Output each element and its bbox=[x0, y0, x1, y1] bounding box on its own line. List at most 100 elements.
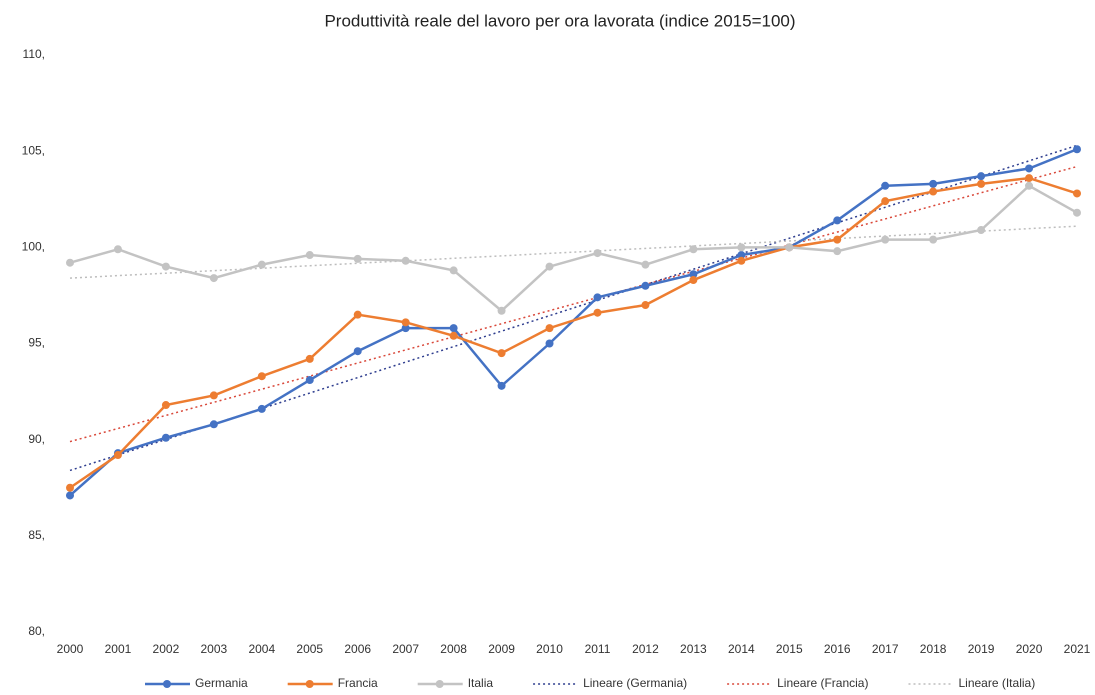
x-tick-label: 2005 bbox=[296, 642, 323, 656]
data-point bbox=[881, 197, 890, 206]
data-point bbox=[689, 276, 698, 285]
data-point bbox=[66, 258, 74, 267]
legend-item: Francia bbox=[287, 676, 378, 690]
chart-title: Produttività reale del lavoro per ora la… bbox=[324, 11, 795, 30]
y-tick-label: 105, bbox=[22, 143, 45, 157]
legend-item: Italia bbox=[417, 676, 493, 690]
data-point bbox=[1073, 145, 1081, 154]
data-point bbox=[593, 293, 602, 302]
data-point bbox=[593, 249, 602, 258]
data-point bbox=[545, 339, 554, 348]
legend-marker bbox=[305, 680, 314, 688]
data-point bbox=[66, 483, 74, 492]
data-point bbox=[449, 324, 458, 333]
data-point bbox=[305, 376, 314, 385]
y-tick-label: 100, bbox=[22, 240, 45, 254]
data-point bbox=[977, 226, 986, 235]
x-tick-label: 2018 bbox=[920, 642, 947, 656]
x-tick-label: 2013 bbox=[680, 642, 707, 656]
data-point bbox=[737, 256, 746, 265]
data-point bbox=[1025, 174, 1034, 183]
data-point bbox=[737, 251, 746, 260]
trendline bbox=[69, 165, 1078, 443]
data-point bbox=[689, 245, 698, 254]
x-tick-label: 2006 bbox=[344, 642, 371, 656]
data-point bbox=[1073, 189, 1081, 198]
data-point bbox=[209, 420, 218, 429]
data-point bbox=[161, 262, 170, 271]
y-tick-label: 85, bbox=[28, 528, 45, 542]
data-point bbox=[305, 251, 314, 260]
data-point bbox=[257, 260, 266, 269]
x-tick-label: 2007 bbox=[392, 642, 419, 656]
data-point bbox=[161, 433, 170, 442]
y-tick-label: 95, bbox=[28, 336, 45, 350]
x-tick-label: 2004 bbox=[248, 642, 275, 656]
x-tick-label: 2002 bbox=[153, 642, 180, 656]
data-point bbox=[113, 245, 122, 254]
legend-label: Lineare (Francia) bbox=[777, 676, 868, 690]
x-tick-label: 2019 bbox=[968, 642, 995, 656]
data-point bbox=[833, 235, 842, 244]
data-point bbox=[641, 301, 650, 310]
legend-label: Francia bbox=[338, 676, 378, 690]
data-point bbox=[305, 354, 314, 363]
data-point bbox=[401, 256, 410, 265]
data-point bbox=[209, 391, 218, 400]
data-point bbox=[929, 187, 938, 196]
legend-marker bbox=[163, 680, 171, 688]
data-point bbox=[833, 247, 842, 256]
x-tick-label: 2017 bbox=[872, 642, 899, 656]
series-line bbox=[69, 176, 1078, 489]
x-tick-label: 2012 bbox=[632, 642, 659, 656]
data-point bbox=[881, 235, 890, 244]
x-tick-label: 2016 bbox=[824, 642, 851, 656]
data-point bbox=[689, 270, 698, 279]
data-point bbox=[929, 179, 938, 188]
data-point bbox=[977, 172, 986, 181]
data-point bbox=[1073, 208, 1081, 217]
y-tick-label: 110, bbox=[23, 47, 45, 61]
legend-item: Lineare (Germania) bbox=[533, 676, 687, 690]
x-tick-label: 2001 bbox=[105, 642, 132, 656]
data-point bbox=[641, 281, 650, 290]
data-point bbox=[401, 324, 410, 333]
data-point bbox=[449, 331, 458, 340]
data-point bbox=[449, 266, 458, 275]
x-tick-label: 2020 bbox=[1016, 642, 1043, 656]
data-point bbox=[66, 491, 74, 500]
x-tick-label: 2021 bbox=[1064, 642, 1091, 656]
legend-label: Lineare (Italia) bbox=[958, 676, 1035, 690]
data-point bbox=[737, 243, 746, 252]
data-point bbox=[545, 262, 554, 271]
data-point bbox=[161, 401, 170, 410]
data-point bbox=[929, 235, 938, 244]
data-point bbox=[641, 260, 650, 269]
data-point bbox=[353, 347, 362, 356]
x-tick-label: 2008 bbox=[440, 642, 467, 656]
legend-label: Germania bbox=[195, 676, 248, 690]
data-point bbox=[257, 404, 266, 413]
data-point bbox=[833, 216, 842, 225]
data-point bbox=[209, 274, 218, 283]
x-tick-label: 2000 bbox=[57, 642, 84, 656]
legend-label: Lineare (Germania) bbox=[583, 676, 687, 690]
x-tick-label: 2010 bbox=[536, 642, 563, 656]
series-line bbox=[69, 148, 1078, 497]
x-tick-label: 2009 bbox=[488, 642, 515, 656]
data-point bbox=[785, 243, 794, 252]
x-tick-label: 2011 bbox=[585, 642, 611, 656]
y-tick-label: 90, bbox=[28, 432, 45, 446]
legend-marker bbox=[435, 680, 444, 688]
legend-item: Lineare (Italia) bbox=[908, 676, 1035, 690]
x-tick-label: 2014 bbox=[728, 642, 755, 656]
data-point bbox=[497, 306, 506, 315]
data-point bbox=[497, 349, 506, 358]
trendline bbox=[69, 225, 1078, 279]
data-point bbox=[881, 181, 890, 190]
legend-item: Lineare (Francia) bbox=[727, 676, 868, 690]
data-point bbox=[353, 254, 362, 263]
data-point bbox=[1025, 164, 1034, 173]
